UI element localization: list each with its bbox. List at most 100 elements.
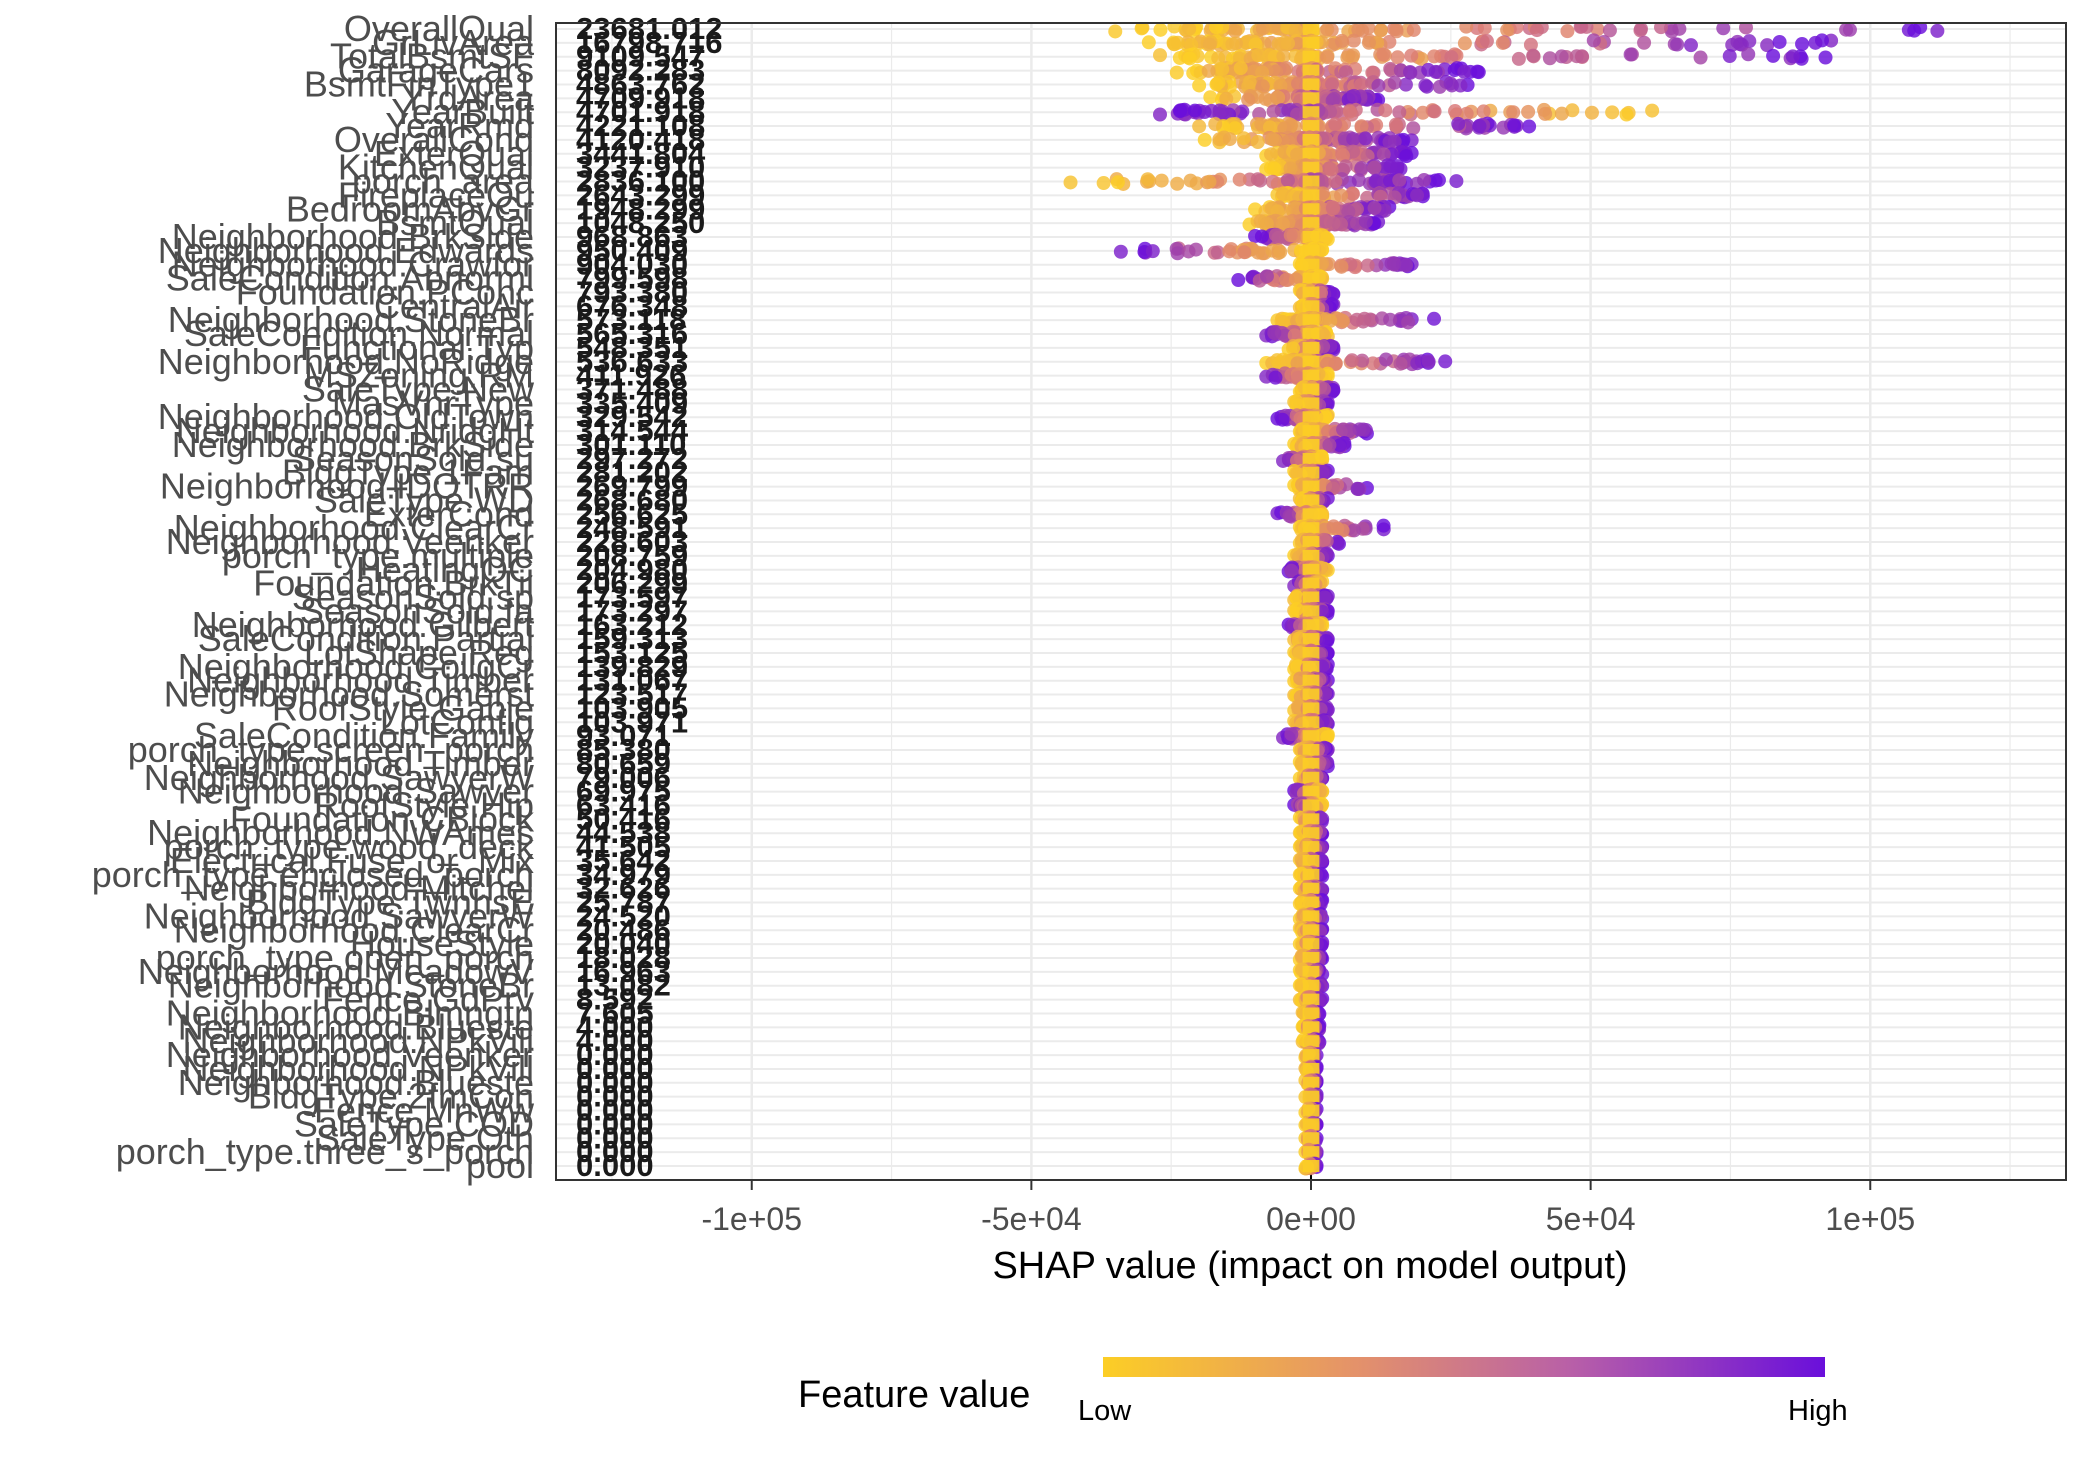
shap-point	[1153, 107, 1167, 122]
shap-point	[1268, 370, 1283, 385]
shap-point	[1457, 64, 1472, 79]
shap-point	[1367, 201, 1382, 216]
shap-point	[1586, 33, 1601, 48]
shap-point	[1167, 23, 1182, 34]
shap-point	[1334, 259, 1349, 274]
shap-point	[1358, 214, 1373, 229]
shap-point	[1302, 536, 1320, 549]
shap-point	[1289, 602, 1304, 617]
shap-point	[1318, 410, 1333, 425]
shap-point	[1302, 203, 1320, 216]
shap-point	[1322, 438, 1337, 453]
shap-point	[1108, 24, 1123, 39]
shap-point	[1219, 91, 1234, 106]
shap-point	[1346, 48, 1361, 63]
shap-point	[1302, 716, 1320, 729]
shap-point	[1302, 244, 1320, 257]
shap-point	[1315, 465, 1330, 480]
shap-point	[1302, 605, 1320, 618]
shap-point	[1334, 33, 1349, 48]
shap-point	[1427, 311, 1442, 326]
shap-point	[1302, 161, 1320, 174]
shap-point	[1346, 33, 1361, 48]
shap-point	[1302, 36, 1320, 49]
shap-point	[1342, 104, 1357, 119]
shap-point	[1432, 79, 1447, 94]
shap-point	[1328, 174, 1343, 189]
shap-point	[1254, 229, 1269, 244]
shap-point	[1376, 518, 1391, 533]
shap-point	[1325, 286, 1340, 301]
shap-point	[1201, 63, 1216, 78]
shap-point	[1302, 1021, 1320, 1034]
shap-point	[1302, 397, 1320, 410]
shap-point	[1500, 23, 1515, 38]
shap-point	[1542, 51, 1557, 66]
shap-point	[1842, 23, 1857, 37]
shap-point	[1383, 61, 1398, 76]
shap-point	[1302, 106, 1320, 119]
shap-point	[1302, 438, 1320, 451]
shap-point	[1211, 51, 1226, 66]
shap-point	[1302, 813, 1320, 826]
shap-point	[1389, 119, 1404, 134]
shap-point	[1319, 633, 1334, 648]
shap-point	[1302, 785, 1320, 798]
shap-point	[1302, 549, 1320, 562]
shap-point	[1275, 315, 1290, 330]
shap-point	[1202, 37, 1217, 52]
shap-point	[1266, 104, 1281, 119]
shap-point	[1472, 119, 1487, 134]
shap-point	[1560, 24, 1575, 39]
shap-point	[1134, 23, 1149, 36]
shap-point	[1326, 92, 1341, 107]
shap-point	[1302, 854, 1320, 867]
shap-point	[1231, 273, 1246, 288]
shap-point	[1197, 132, 1212, 147]
shap-point	[1913, 23, 1928, 35]
shap-point	[1302, 938, 1320, 951]
shap-point	[1398, 77, 1413, 92]
mean-abs-label: 23681.012	[576, 11, 723, 46]
shap-point	[1725, 37, 1740, 52]
shap-point	[1347, 523, 1362, 538]
shap-point	[1267, 133, 1282, 148]
shap-point	[1302, 952, 1320, 965]
shap-point	[1266, 161, 1281, 176]
shap-point	[1280, 355, 1295, 370]
shap-point	[1302, 1076, 1320, 1089]
shap-point	[1326, 216, 1341, 231]
shap-point	[1334, 313, 1349, 328]
shap-point	[1222, 132, 1237, 147]
shap-point	[1371, 78, 1386, 93]
shap-point	[1302, 1132, 1320, 1145]
shap-point	[1289, 466, 1304, 481]
shap-point	[1653, 23, 1668, 35]
shap-point	[1523, 37, 1538, 52]
shap-point	[1276, 49, 1291, 64]
shap-point	[1390, 50, 1405, 65]
shap-point	[1317, 328, 1332, 343]
shap-point	[1451, 116, 1466, 131]
shap-point	[1113, 244, 1128, 259]
shap-point	[1328, 117, 1343, 132]
shap-point	[1427, 49, 1442, 64]
shap-point	[1619, 107, 1634, 122]
shap-point	[1349, 312, 1364, 327]
shap-point	[1170, 176, 1185, 191]
shap-point	[1237, 245, 1252, 260]
shap-point	[1399, 149, 1414, 164]
shap-point	[1302, 258, 1320, 271]
shap-point	[1302, 965, 1320, 978]
shap-point	[1738, 23, 1753, 35]
shap-point	[1210, 245, 1225, 260]
shap-point	[1241, 92, 1256, 107]
shap-point	[1203, 90, 1218, 105]
shap-point	[1263, 147, 1278, 162]
shap-point	[1302, 896, 1320, 909]
shap-point	[1334, 188, 1349, 203]
shap-point	[1302, 1146, 1320, 1159]
shap-point	[1345, 186, 1360, 201]
shap-point	[1288, 272, 1303, 287]
